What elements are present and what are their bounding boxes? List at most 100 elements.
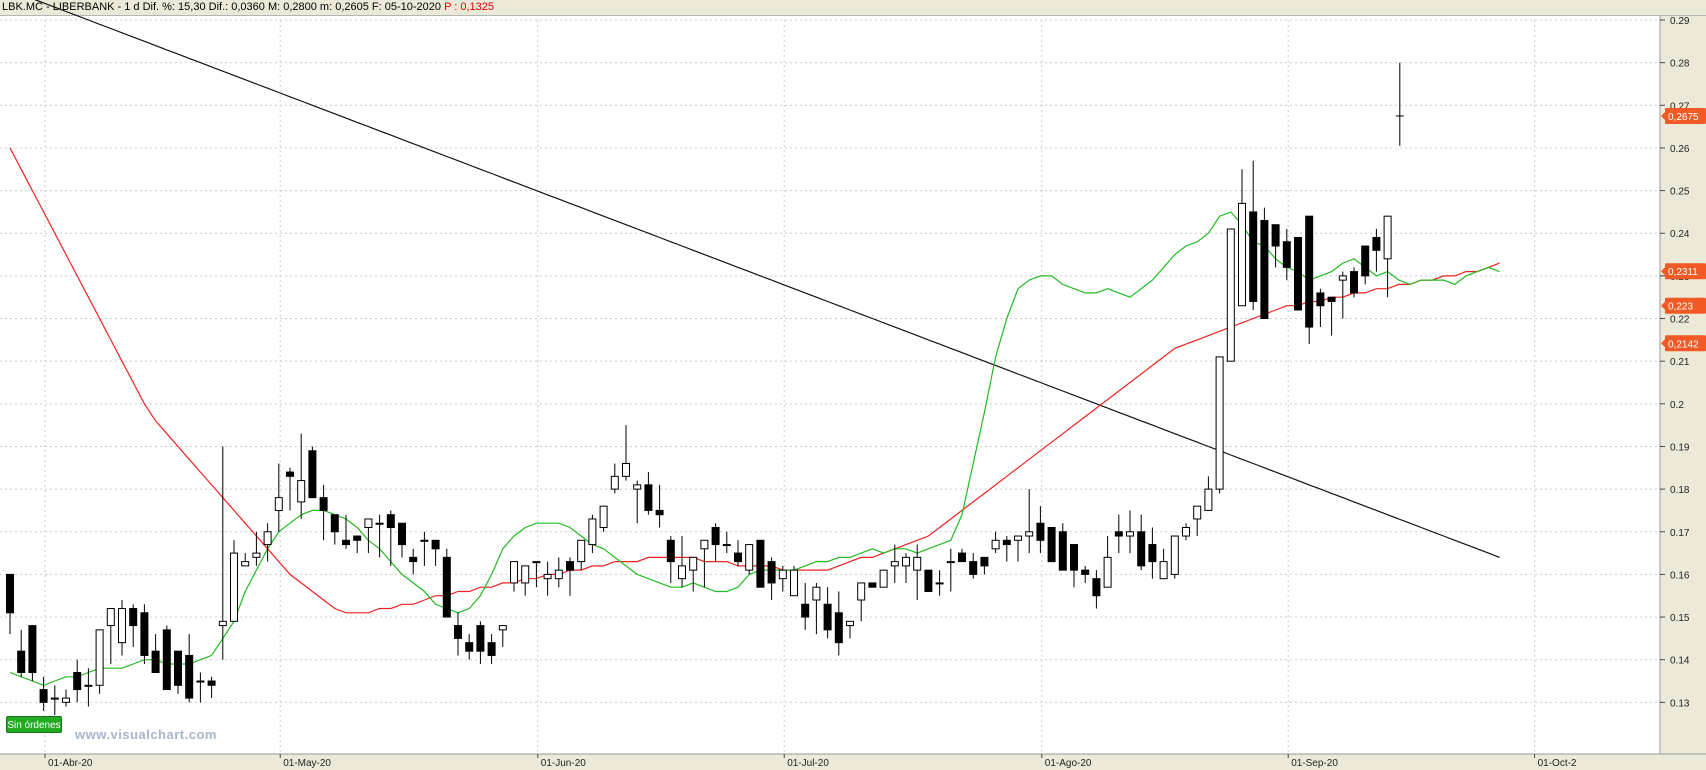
candle-body-up [790,569,798,597]
candle-body-down [431,539,440,550]
candle-body-up [622,463,630,477]
price-badge [1665,263,1706,280]
y-tick-label: 0.19 [1670,442,1690,453]
candle-body-down [711,527,720,546]
candle-body-up [946,561,955,564]
date-axis [0,754,1706,770]
candle-body-up [1193,505,1202,520]
y-tick-label: 0.26 [1670,144,1690,155]
candle-body-up [588,518,597,546]
candle-body-down [73,672,82,691]
candle-body-down [465,642,474,652]
candle-body-up [230,552,238,622]
candle-body-up [375,522,384,525]
candle-body-down [1047,527,1056,563]
candle-body-down [28,625,37,674]
candle-body-up [1238,202,1246,307]
candle-body-down [353,535,362,541]
candle-body-down [566,561,574,571]
candle-body-down [834,612,843,644]
candle-body-down [801,603,810,618]
candle-body-down [1036,522,1045,541]
candle-body-down [174,650,182,686]
candle-body-down [207,680,216,686]
candle-body-up [1204,488,1213,511]
candle-body-down [767,561,776,584]
candle-body-down [476,625,485,652]
candle-body-up [106,608,115,627]
candle-body-down [1081,569,1090,575]
candle-body-down [734,552,742,563]
candle-body-up [1383,215,1392,260]
candle-body-up [1103,556,1112,588]
candle-body-up [118,608,126,644]
ma-mid-line [9,147,1500,614]
candle-body-up [610,475,619,490]
x-tick-label: 01-Abr-20 [48,758,93,769]
candle-body-down [330,514,339,533]
x-axis-ticks: 01-Abr-20 01-May-20 01-Jun-20 01-Jul-20 01-A… [44,754,1577,769]
candle-body-down [1271,224,1280,247]
price-axis [1660,16,1706,755]
candles [6,62,1404,716]
candle-body-down [319,497,328,511]
candle-body-up [1025,531,1034,537]
chart-header-bar: LBK.MC - LIBERBANK - 1 d Dif. %: 15,30 D… [0,0,1706,16]
candle-body-up [745,544,754,571]
x-tick-label: 01-Oct-2 [1538,758,1577,769]
candle-body-down [1350,271,1358,294]
candle-body-up [1226,228,1235,362]
candle-body-down [1260,219,1269,320]
candle-body-down [1361,245,1370,277]
candle-body-up [1126,531,1134,537]
candle-body-down [286,471,294,477]
y-tick-label: 0.25 [1670,187,1690,198]
candle-body-up [274,497,283,511]
candle-body-up [1182,527,1190,537]
candle-body-up [1159,561,1168,580]
candle-body-up [364,518,373,528]
candle-body-down [969,561,978,575]
candle-body-up [633,484,642,490]
candle-body-up [62,697,70,703]
price-badge-arrow [1661,301,1665,310]
x-tick-label: 01-Ago-20 [1045,758,1092,769]
candle-body-down [1249,211,1258,302]
candle-body-up [722,544,731,547]
watermark: www.visualchart.com [75,727,217,742]
candle-body-up [554,569,563,580]
candle-body-down [1282,241,1291,268]
candle-body-up [532,561,541,564]
candle-body-down [162,629,171,691]
price-badge-arrow [1661,111,1665,120]
candle-body-down [1002,539,1011,546]
candle-body-up [498,625,507,631]
no-orders-button[interactable]: Sin órdenes [6,716,62,733]
price-badge-label: 0,223 [1668,302,1693,313]
y-tick-label: 0.13 [1670,698,1690,709]
candle-body-up [543,573,552,580]
candle-body-up [1215,356,1224,490]
candle-body-up [95,629,104,686]
candle-body-down [140,612,149,656]
candle-body-up [420,539,429,542]
candle-body-down [6,573,14,614]
candle-body-down [342,539,350,546]
candle-body-up [1014,535,1022,541]
candle-body-up [846,620,854,627]
ma-long-line [34,0,1500,558]
candle-body-down [823,603,832,631]
y-tick-label: 0.24 [1670,229,1690,240]
candle-body-down [17,650,26,673]
x-tick-label: 01-May-20 [283,758,331,769]
candle-body-up [935,582,944,585]
candle-body-down [185,654,194,699]
candle-body-down [1148,544,1157,563]
candle-body-down [1114,531,1123,537]
candle-body-down [386,514,395,528]
candle-body-down [1372,237,1381,251]
y-tick-label: 0.17 [1670,528,1690,539]
price-badge-label: 0,2675 [1668,112,1699,123]
candle-body-down [409,556,418,563]
